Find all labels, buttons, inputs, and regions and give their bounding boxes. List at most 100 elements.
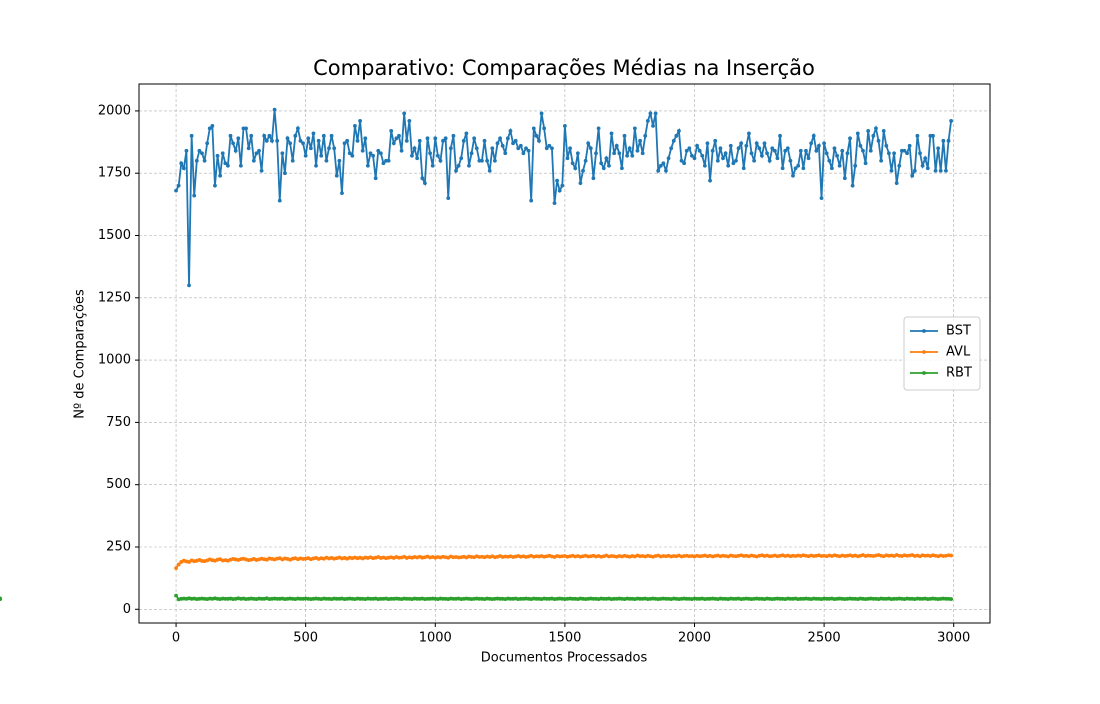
marker — [360, 148, 365, 153]
marker — [809, 141, 814, 146]
marker — [620, 166, 624, 171]
marker — [397, 133, 401, 138]
marker — [892, 151, 896, 156]
marker — [329, 133, 334, 138]
marker — [627, 146, 632, 151]
marker — [796, 163, 801, 168]
marker — [728, 143, 733, 148]
marker — [521, 151, 526, 156]
marker — [435, 153, 440, 158]
x-tick-label: 1000 — [419, 631, 452, 646]
marker — [664, 168, 668, 173]
marker — [887, 151, 891, 156]
marker — [347, 151, 352, 156]
marker — [710, 148, 715, 153]
marker — [386, 158, 391, 163]
marker — [306, 136, 311, 141]
marker — [495, 141, 500, 146]
y-tick-label: 500 — [106, 477, 131, 492]
marker — [726, 163, 731, 168]
marker — [697, 148, 702, 153]
marker — [889, 168, 894, 173]
marker — [184, 148, 189, 153]
marker — [806, 156, 811, 161]
marker — [547, 143, 552, 148]
marker — [705, 141, 710, 146]
marker — [337, 158, 342, 163]
marker — [518, 143, 523, 148]
marker — [661, 161, 666, 166]
marker — [391, 141, 396, 146]
marker — [544, 146, 549, 151]
marker — [905, 151, 909, 156]
marker — [622, 133, 627, 138]
marker — [487, 168, 492, 173]
marker — [853, 163, 858, 168]
marker — [402, 111, 407, 116]
marker — [630, 153, 635, 158]
marker — [568, 146, 572, 151]
marker — [874, 126, 878, 131]
legend-label: BST — [946, 324, 971, 339]
marker — [591, 176, 596, 181]
marker — [275, 138, 280, 143]
marker — [244, 126, 248, 131]
marker — [614, 143, 619, 148]
series — [174, 107, 954, 288]
marker — [474, 146, 479, 151]
marker — [770, 146, 775, 151]
marker — [767, 158, 772, 163]
marker — [537, 138, 541, 143]
marker — [308, 146, 313, 151]
marker — [594, 151, 598, 156]
marker — [433, 136, 438, 141]
marker — [718, 146, 723, 151]
marker — [550, 146, 554, 151]
marker — [0, 596, 2, 601]
marker — [503, 151, 508, 156]
marker — [358, 118, 363, 123]
marker — [666, 156, 671, 161]
marker — [378, 151, 383, 156]
marker — [845, 151, 850, 156]
marker — [684, 148, 689, 153]
marker — [293, 133, 298, 138]
marker — [480, 158, 484, 163]
marker — [469, 151, 474, 156]
marker — [866, 128, 871, 133]
marker — [824, 151, 829, 156]
marker — [254, 151, 259, 156]
marker — [295, 126, 300, 131]
marker — [423, 181, 427, 186]
marker — [759, 153, 764, 158]
marker — [425, 136, 430, 141]
marker — [498, 136, 502, 141]
marker — [438, 158, 443, 163]
marker — [389, 128, 394, 133]
marker — [451, 133, 456, 138]
marker — [778, 133, 782, 138]
marker — [832, 146, 837, 151]
marker — [355, 138, 360, 143]
x-tick-label: 1500 — [548, 631, 581, 646]
marker — [871, 133, 876, 138]
marker — [715, 158, 720, 163]
marker — [651, 123, 655, 128]
marker — [811, 133, 816, 138]
marker — [850, 183, 855, 188]
marker — [695, 143, 699, 148]
marker — [638, 138, 642, 143]
marker — [837, 163, 842, 168]
marker — [894, 181, 899, 186]
marker — [316, 138, 321, 143]
marker — [581, 168, 585, 173]
marker — [721, 156, 725, 161]
marker — [327, 146, 331, 151]
marker — [881, 128, 886, 133]
marker — [868, 148, 873, 153]
marker — [236, 136, 241, 141]
marker — [656, 168, 661, 173]
marker — [526, 148, 531, 153]
marker — [334, 173, 339, 178]
marker — [280, 151, 285, 156]
